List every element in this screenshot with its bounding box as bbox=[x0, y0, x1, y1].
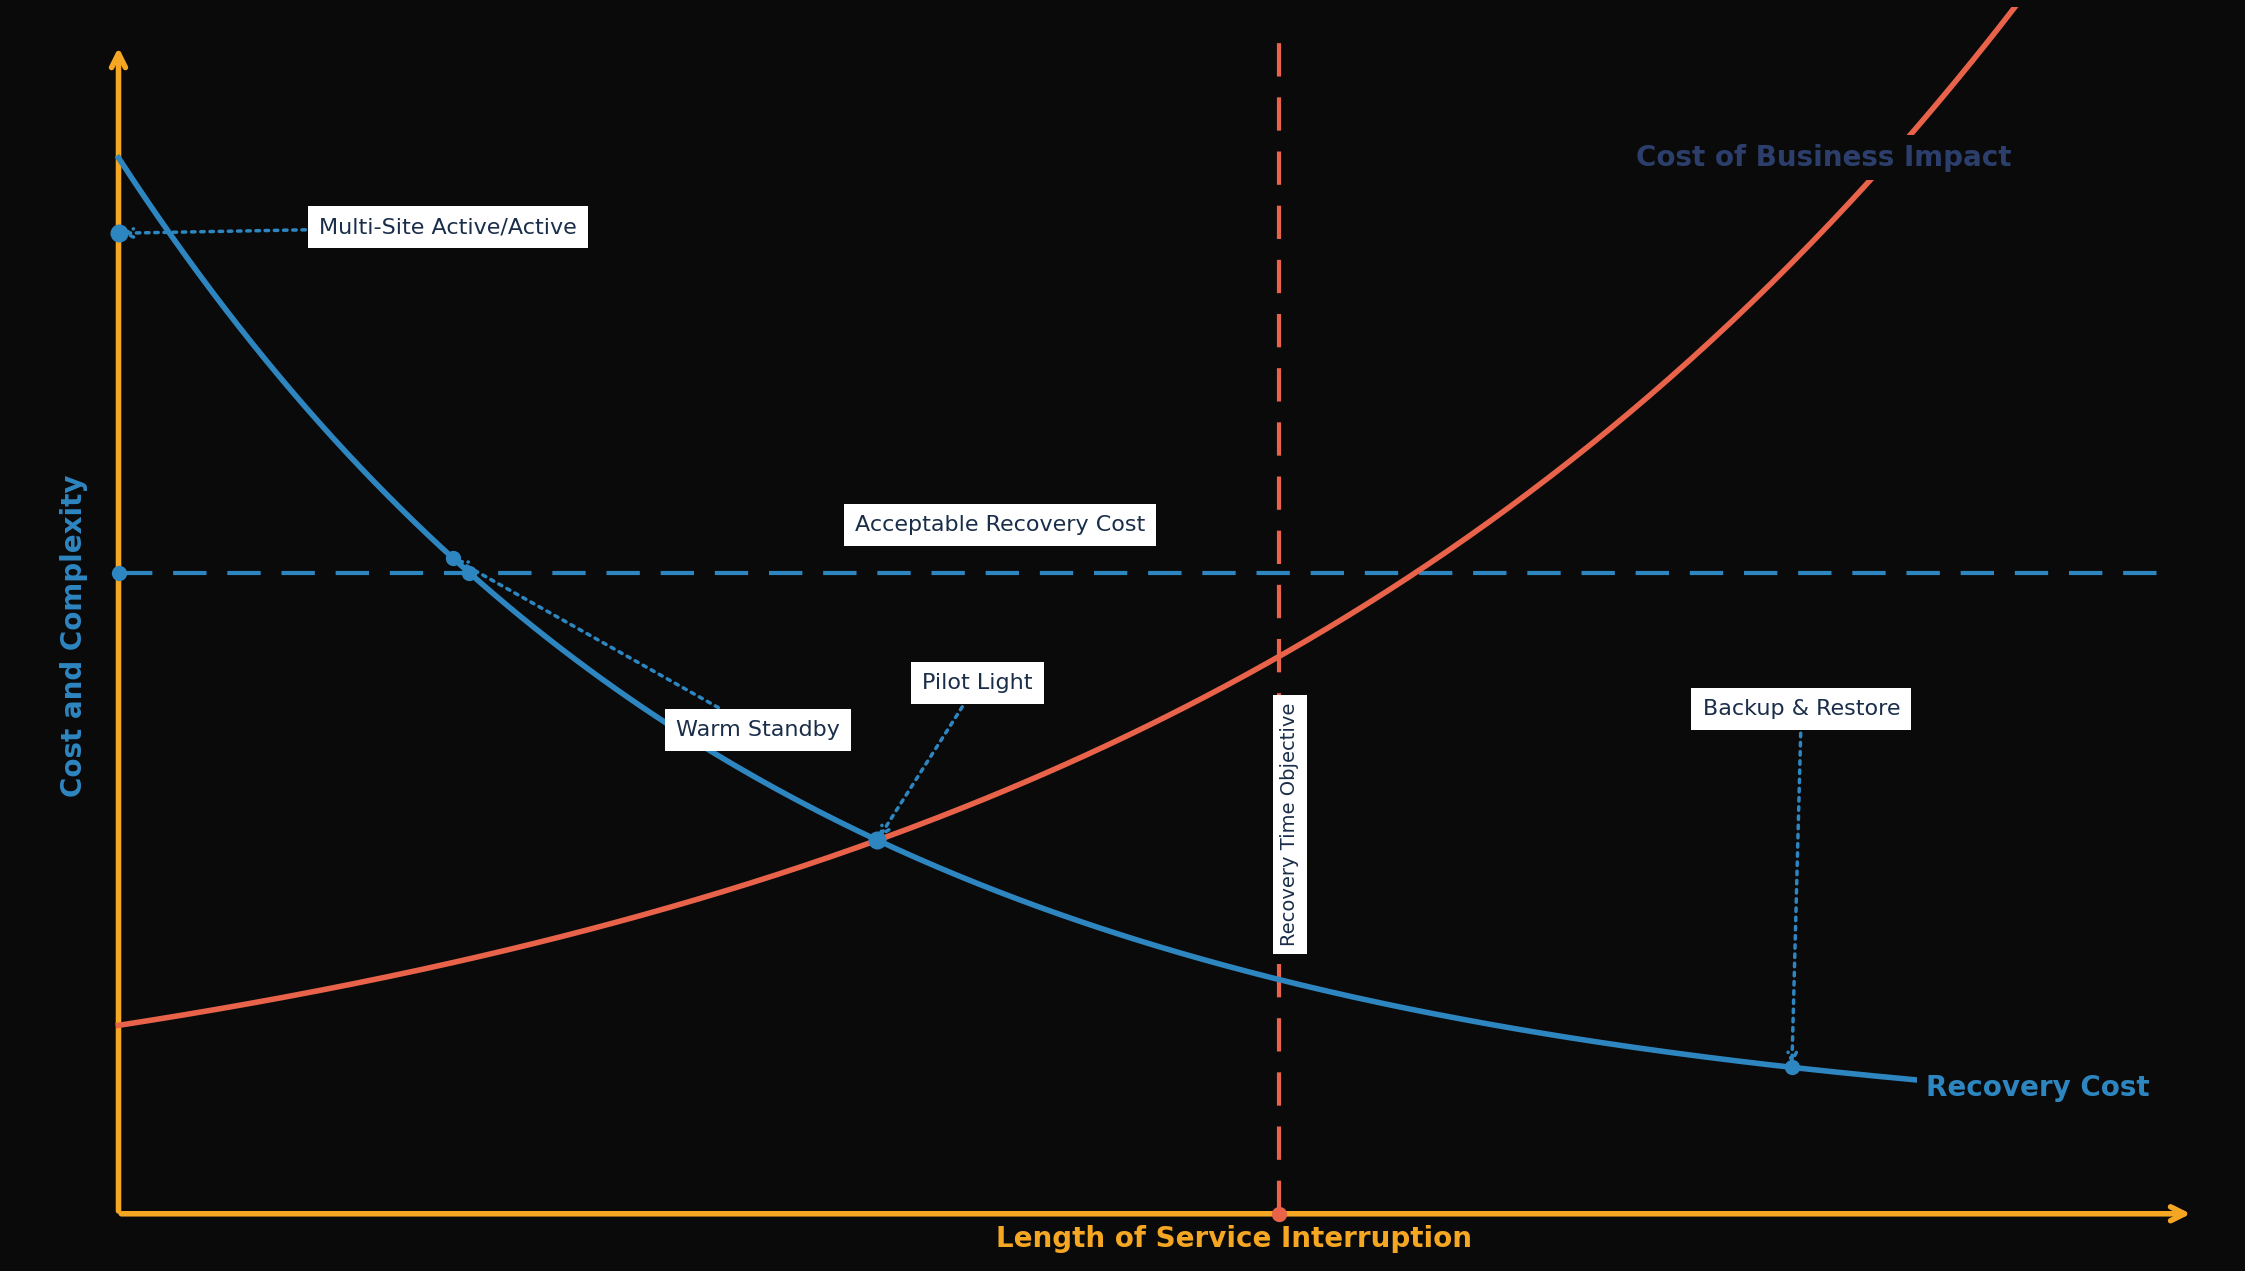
Text: Cost and Complexity: Cost and Complexity bbox=[61, 474, 88, 797]
Text: Acceptable Recovery Cost: Acceptable Recovery Cost bbox=[855, 515, 1145, 535]
Text: Multi-Site Active/Active: Multi-Site Active/Active bbox=[126, 217, 577, 238]
Text: Warm Standby: Warm Standby bbox=[458, 562, 840, 740]
Text: Length of Service Interruption: Length of Service Interruption bbox=[997, 1225, 1473, 1253]
Text: Recovery Time Objective: Recovery Time Objective bbox=[1280, 703, 1300, 946]
Text: Backup & Restore: Backup & Restore bbox=[1702, 699, 1899, 1061]
Text: Recovery Cost: Recovery Cost bbox=[1926, 1074, 2148, 1102]
Text: Pilot Light: Pilot Light bbox=[880, 674, 1033, 835]
Text: Cost of Business Impact: Cost of Business Impact bbox=[1637, 144, 2012, 172]
